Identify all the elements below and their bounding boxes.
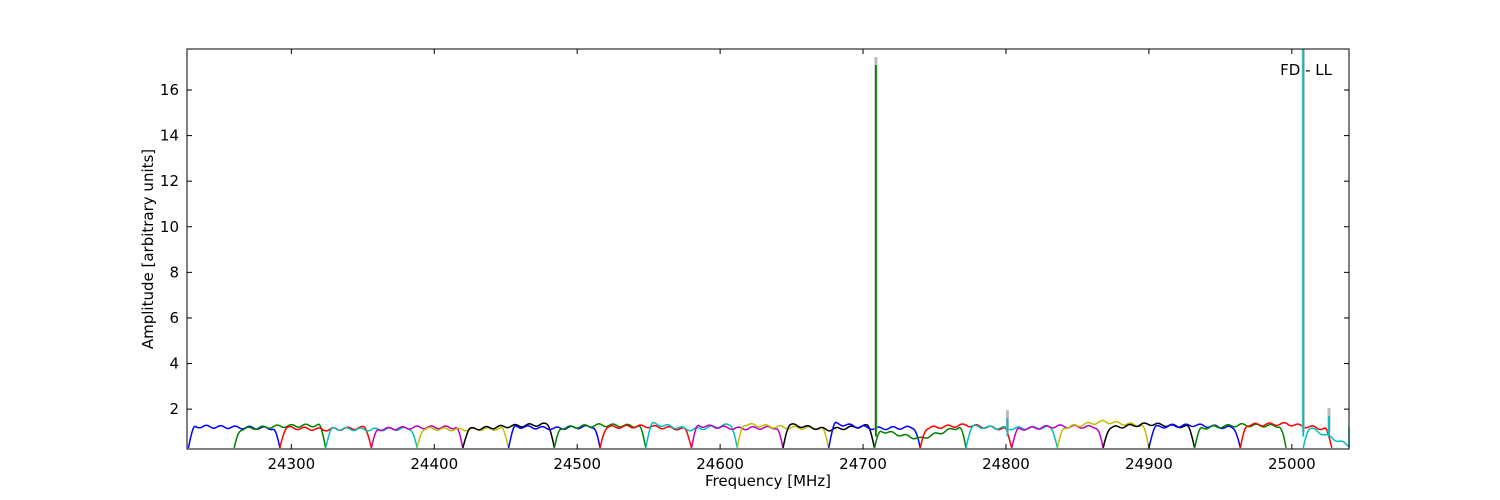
x-axis-label: Frequency [MHz]: [705, 472, 831, 490]
x-tick-label: 24600: [696, 455, 744, 473]
y-tick-label: 2: [169, 400, 179, 418]
y-ticks: 2 4 6 8 10 12 14 16: [160, 81, 1349, 418]
spectrum-series-line: [1010, 424, 1104, 449]
spectrum-series-line: [507, 424, 601, 449]
x-tick-label: 24800: [982, 455, 1030, 473]
spectrum-series-line: [462, 422, 556, 449]
x-tick-label: 24500: [553, 455, 601, 473]
spectrum-series-line: [370, 425, 464, 449]
x-tick-label: 24300: [267, 455, 315, 473]
y-tick-label: 6: [169, 309, 179, 327]
y-tick-label: 12: [160, 172, 179, 190]
spectrum-series-line: [324, 426, 418, 449]
spectrum-series-line: [416, 426, 510, 449]
spectrum-series-line: [690, 424, 784, 449]
y-tick-label: 8: [169, 263, 179, 281]
plot-frame: [186, 48, 1350, 450]
series-layer: [187, 49, 1350, 449]
spectrum-series-line: [553, 423, 647, 449]
spectrum-series-line: [873, 426, 967, 449]
spectrum-series-line: [1056, 419, 1150, 449]
x-ticks: 24300 24400 24500 24600 24700 24800 24900 25000: [267, 49, 1316, 473]
x-tick-label: 24900: [1125, 455, 1173, 473]
plot-annotation: FD - LL: [1280, 61, 1332, 79]
spectrum-series-line: [965, 424, 1059, 449]
x-tick-label: 24400: [410, 455, 458, 473]
spectrum-series-line: [599, 424, 693, 449]
spectrum-series-line: [1239, 421, 1333, 449]
y-tick-label: 14: [160, 127, 179, 145]
y-tick-label: 10: [160, 218, 179, 236]
x-tick-label: 25000: [1268, 455, 1316, 473]
plot-background: [187, 49, 1349, 449]
spectrum-series-line: [233, 423, 327, 449]
x-tick-label: 24700: [839, 455, 887, 473]
y-axis-label: Amplitude [arbitrary units]: [139, 149, 157, 349]
y-tick-label: 16: [160, 81, 179, 99]
y-tick-label: 4: [169, 355, 179, 373]
spectrum-series-line: [1193, 423, 1287, 449]
spectrum-series-line: [1148, 423, 1242, 449]
